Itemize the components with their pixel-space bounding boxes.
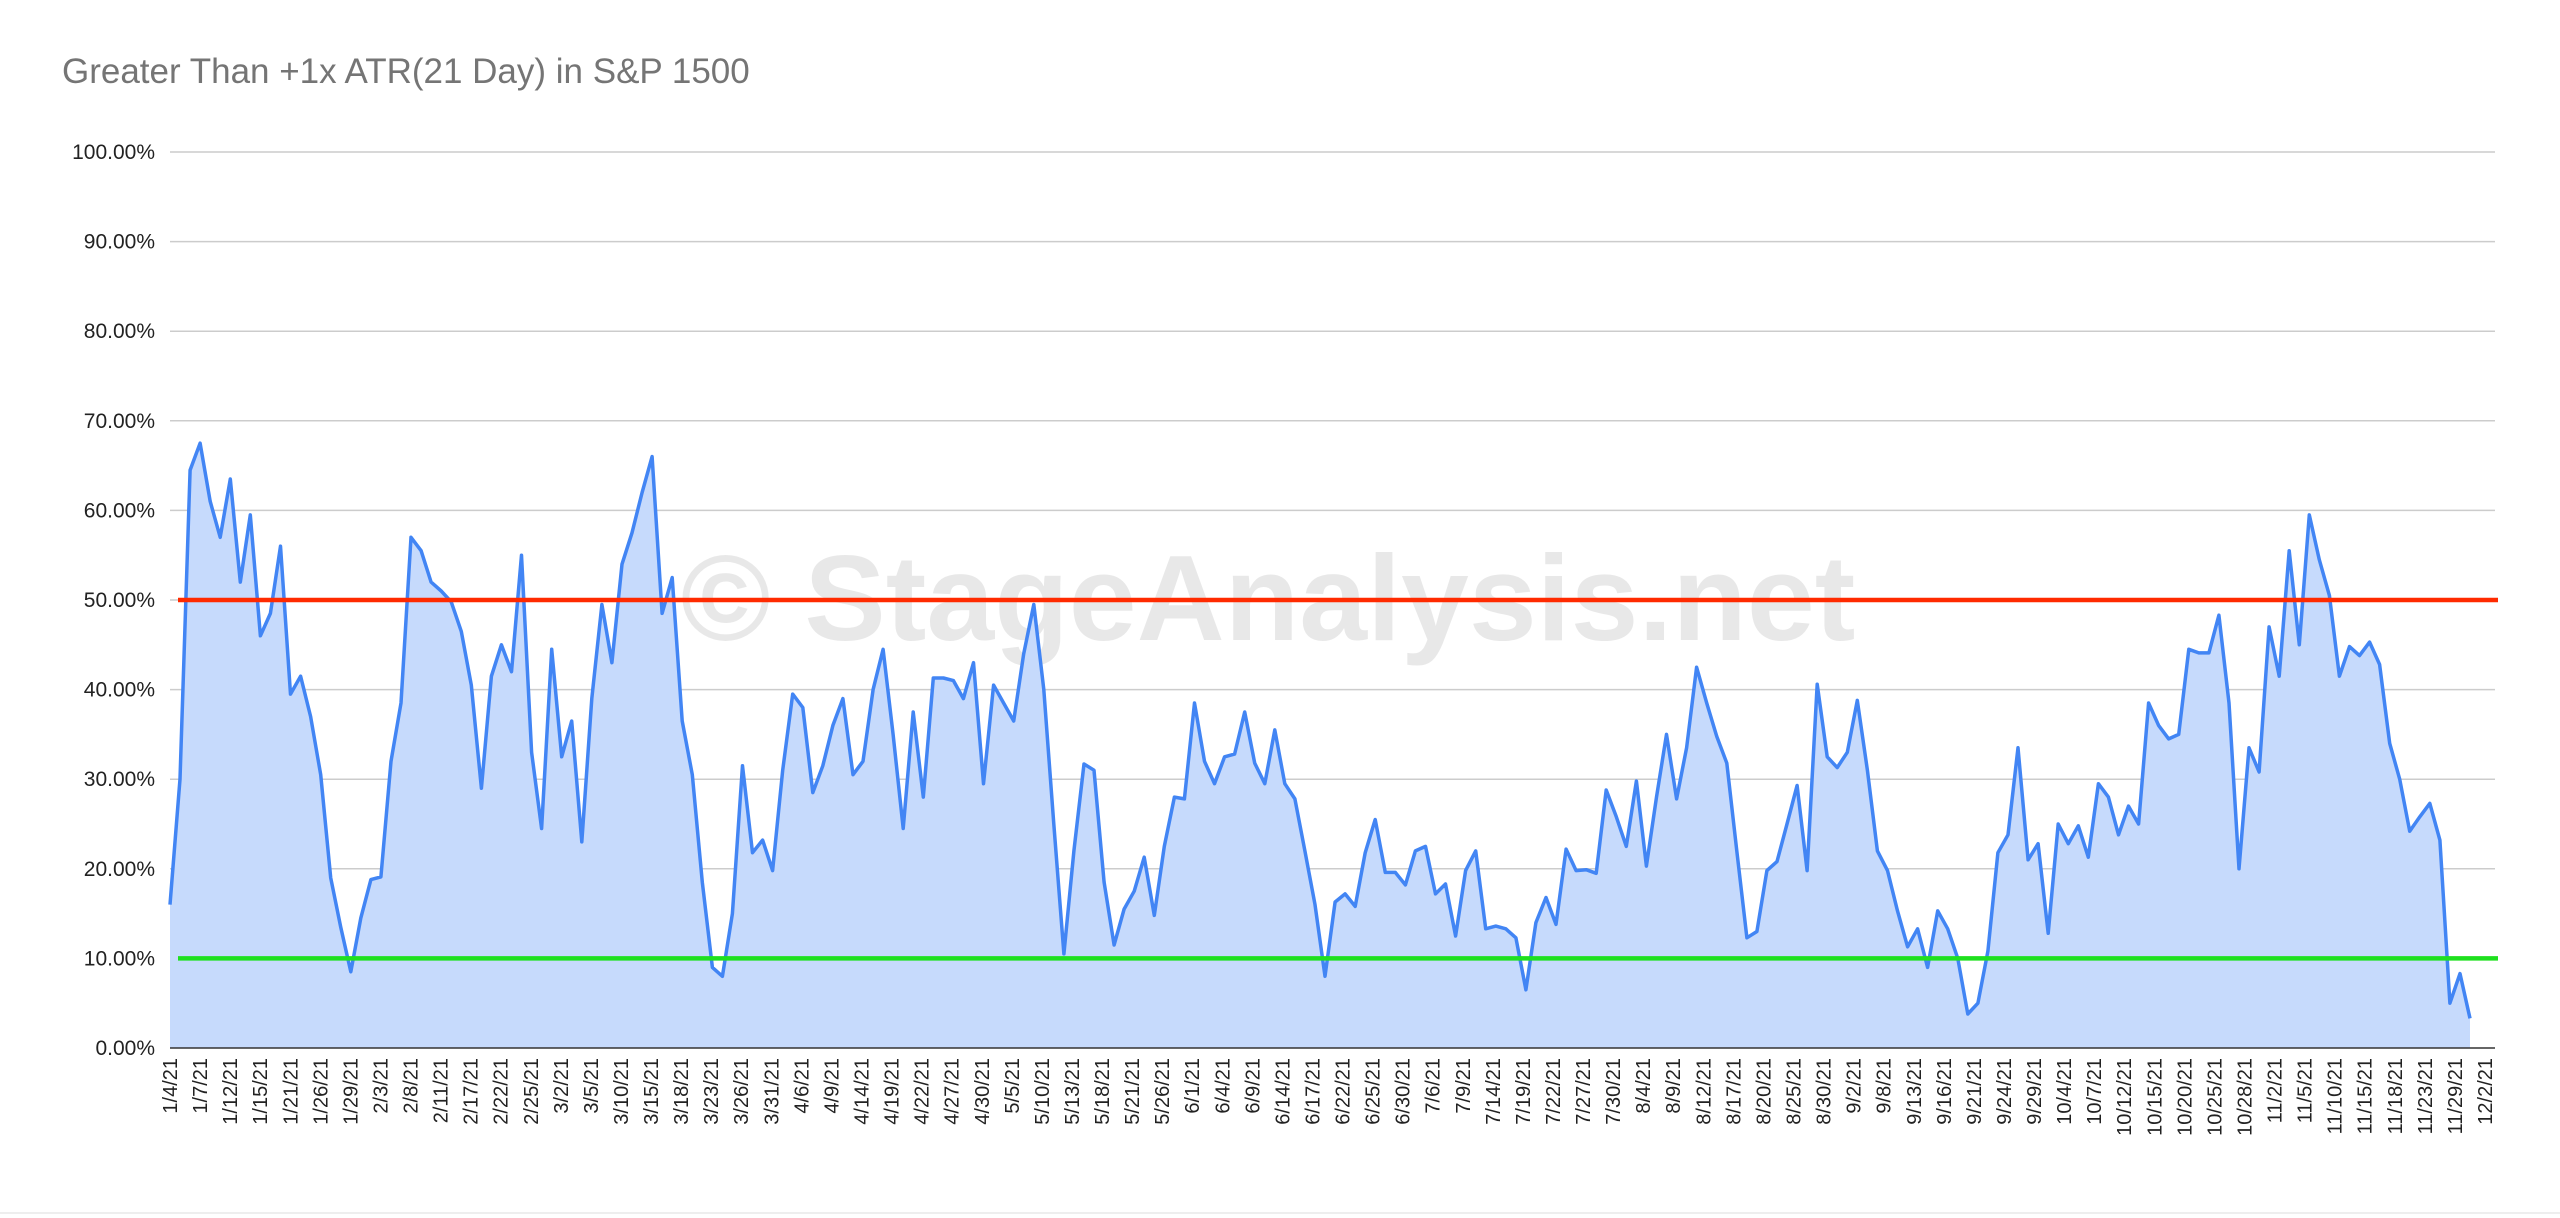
y-tick-label: 50.00%	[84, 589, 155, 612]
x-tick-label: 8/20/21	[1753, 1058, 1775, 1125]
x-tick-label: 6/22/21	[1333, 1058, 1355, 1125]
x-tick-label: 8/17/21	[1723, 1058, 1745, 1125]
x-tick-label: 3/31/21	[761, 1058, 783, 1125]
x-tick-label: 6/30/21	[1393, 1058, 1415, 1125]
x-tick-label: 3/2/21	[551, 1058, 573, 1114]
x-tick-label: 2/8/21	[401, 1058, 423, 1114]
x-tick-label: 5/5/21	[1002, 1058, 1024, 1114]
x-tick-label: 9/2/21	[1844, 1058, 1866, 1114]
x-tick-label: 6/9/21	[1242, 1058, 1264, 1114]
x-tick-label: 11/2/21	[2265, 1058, 2287, 1123]
x-axis-labels: 1/4/21 1/7/21 1/12/21 1/15/21 1/21/21 1/26/21…	[160, 1058, 2497, 1136]
x-tick-label: 9/8/21	[1874, 1058, 1896, 1114]
x-tick-label: 10/28/21	[2234, 1058, 2256, 1136]
x-tick-label: 6/17/21	[1302, 1058, 1324, 1125]
bottom-divider	[0, 1212, 2560, 1214]
chart-title: Greater Than +1x ATR(21 Day) in S&P 1500	[62, 52, 750, 91]
x-tick-label: 1/7/21	[190, 1058, 212, 1114]
x-tick-label: 2/11/21	[431, 1058, 453, 1123]
y-tick-label: 90.00%	[84, 231, 155, 254]
x-tick-label: 2/22/21	[491, 1058, 513, 1125]
x-tick-label: 9/29/21	[2024, 1058, 2046, 1125]
x-tick-label: 7/14/21	[1483, 1058, 1505, 1125]
x-tick-label: 7/27/21	[1573, 1058, 1595, 1125]
x-tick-label: 10/20/21	[2174, 1058, 2196, 1136]
y-tick-label: 70.00%	[84, 410, 155, 433]
x-tick-label: 7/6/21	[1423, 1058, 1445, 1114]
x-tick-label: 11/23/21	[2415, 1058, 2437, 1134]
x-tick-label: 4/14/21	[851, 1058, 873, 1125]
x-tick-label: 6/25/21	[1363, 1058, 1385, 1125]
x-tick-label: 8/9/21	[1663, 1058, 1685, 1114]
x-tick-label: 6/4/21	[1212, 1058, 1234, 1114]
x-tick-label: 9/21/21	[1964, 1058, 1986, 1125]
x-tick-label: 5/26/21	[1152, 1058, 1174, 1125]
x-tick-label: 1/4/21	[160, 1058, 182, 1114]
x-tick-label: 2/17/21	[461, 1058, 483, 1125]
x-tick-label: 3/26/21	[731, 1058, 753, 1125]
x-tick-label: 3/5/21	[581, 1058, 603, 1114]
x-tick-label: 2/25/21	[521, 1058, 543, 1125]
x-tick-label: 11/10/21	[2325, 1058, 2347, 1134]
x-tick-label: 9/24/21	[1994, 1058, 2016, 1125]
x-tick-label: 4/30/21	[972, 1058, 994, 1125]
x-tick-label: 4/19/21	[882, 1058, 904, 1125]
x-tick-label: 12/2/21	[2475, 1058, 2497, 1125]
x-tick-label: 10/25/21	[2204, 1058, 2226, 1136]
x-tick-label: 6/1/21	[1182, 1058, 1204, 1114]
x-tick-label: 10/4/21	[2054, 1058, 2076, 1125]
series-line	[168, 441, 2472, 1019]
x-tick-label: 3/10/21	[611, 1058, 633, 1125]
x-tick-label: 3/18/21	[671, 1058, 693, 1125]
x-tick-label: 4/6/21	[791, 1058, 813, 1114]
x-tick-label: 7/30/21	[1603, 1058, 1625, 1125]
x-tick-label: 10/7/21	[2084, 1058, 2106, 1125]
y-tick-label: 10.00%	[84, 947, 155, 970]
y-tick-label: 30.00%	[84, 768, 155, 791]
y-tick-label: 0.00%	[95, 1037, 155, 1060]
y-tick-label: 20.00%	[84, 858, 155, 881]
x-tick-label: 1/15/21	[250, 1058, 272, 1125]
x-tick-label: 11/15/21	[2355, 1058, 2377, 1134]
series-group	[168, 441, 2472, 1048]
x-tick-label: 5/21/21	[1122, 1058, 1144, 1125]
x-tick-label: 10/15/21	[2144, 1058, 2166, 1136]
series-area	[170, 443, 2470, 1048]
x-tick-label: 1/26/21	[310, 1058, 332, 1125]
x-tick-label: 3/15/21	[641, 1058, 663, 1125]
x-tick-label: 1/29/21	[340, 1058, 362, 1125]
x-tick-label: 7/9/21	[1453, 1058, 1475, 1114]
x-tick-label: 5/18/21	[1092, 1058, 1114, 1125]
x-tick-label: 9/16/21	[1934, 1058, 1956, 1125]
x-tick-label: 8/4/21	[1633, 1058, 1655, 1114]
y-tick-label: 60.00%	[84, 499, 155, 522]
x-tick-label: 4/9/21	[821, 1058, 843, 1114]
x-tick-label: 8/30/21	[1814, 1058, 1836, 1125]
x-tick-label: 4/22/21	[912, 1058, 934, 1125]
x-tick-label: 1/21/21	[280, 1058, 302, 1125]
x-tick-label: 3/23/21	[701, 1058, 723, 1125]
y-tick-label: 40.00%	[84, 679, 155, 702]
x-tick-label: 1/12/21	[220, 1058, 242, 1125]
x-tick-label: 7/22/21	[1543, 1058, 1565, 1125]
x-tick-label: 11/29/21	[2445, 1058, 2467, 1134]
x-tick-label: 7/19/21	[1513, 1058, 1535, 1125]
x-tick-label: 11/18/21	[2385, 1058, 2407, 1134]
x-tick-label: 5/10/21	[1032, 1058, 1054, 1125]
x-tick-label: 10/12/21	[2114, 1058, 2136, 1136]
x-tick-label: 8/12/21	[1693, 1058, 1715, 1125]
x-tick-label: 6/14/21	[1272, 1058, 1294, 1125]
x-tick-label: 11/5/21	[2295, 1058, 2317, 1123]
x-tick-label: 9/13/21	[1904, 1058, 1926, 1125]
x-tick-label: 8/25/21	[1784, 1058, 1806, 1125]
reference-lines	[178, 597, 2498, 961]
y-tick-label: 80.00%	[84, 320, 155, 343]
y-tick-label: 100.00%	[72, 141, 155, 164]
y-axis-labels: 0.00% 10.00% 20.00% 30.00% 40.00% 50.00% 60.00…	[72, 141, 155, 1060]
x-tick-label: 4/27/21	[942, 1058, 964, 1125]
x-tick-label: 2/3/21	[370, 1058, 392, 1114]
x-tick-label: 5/13/21	[1062, 1058, 1084, 1125]
